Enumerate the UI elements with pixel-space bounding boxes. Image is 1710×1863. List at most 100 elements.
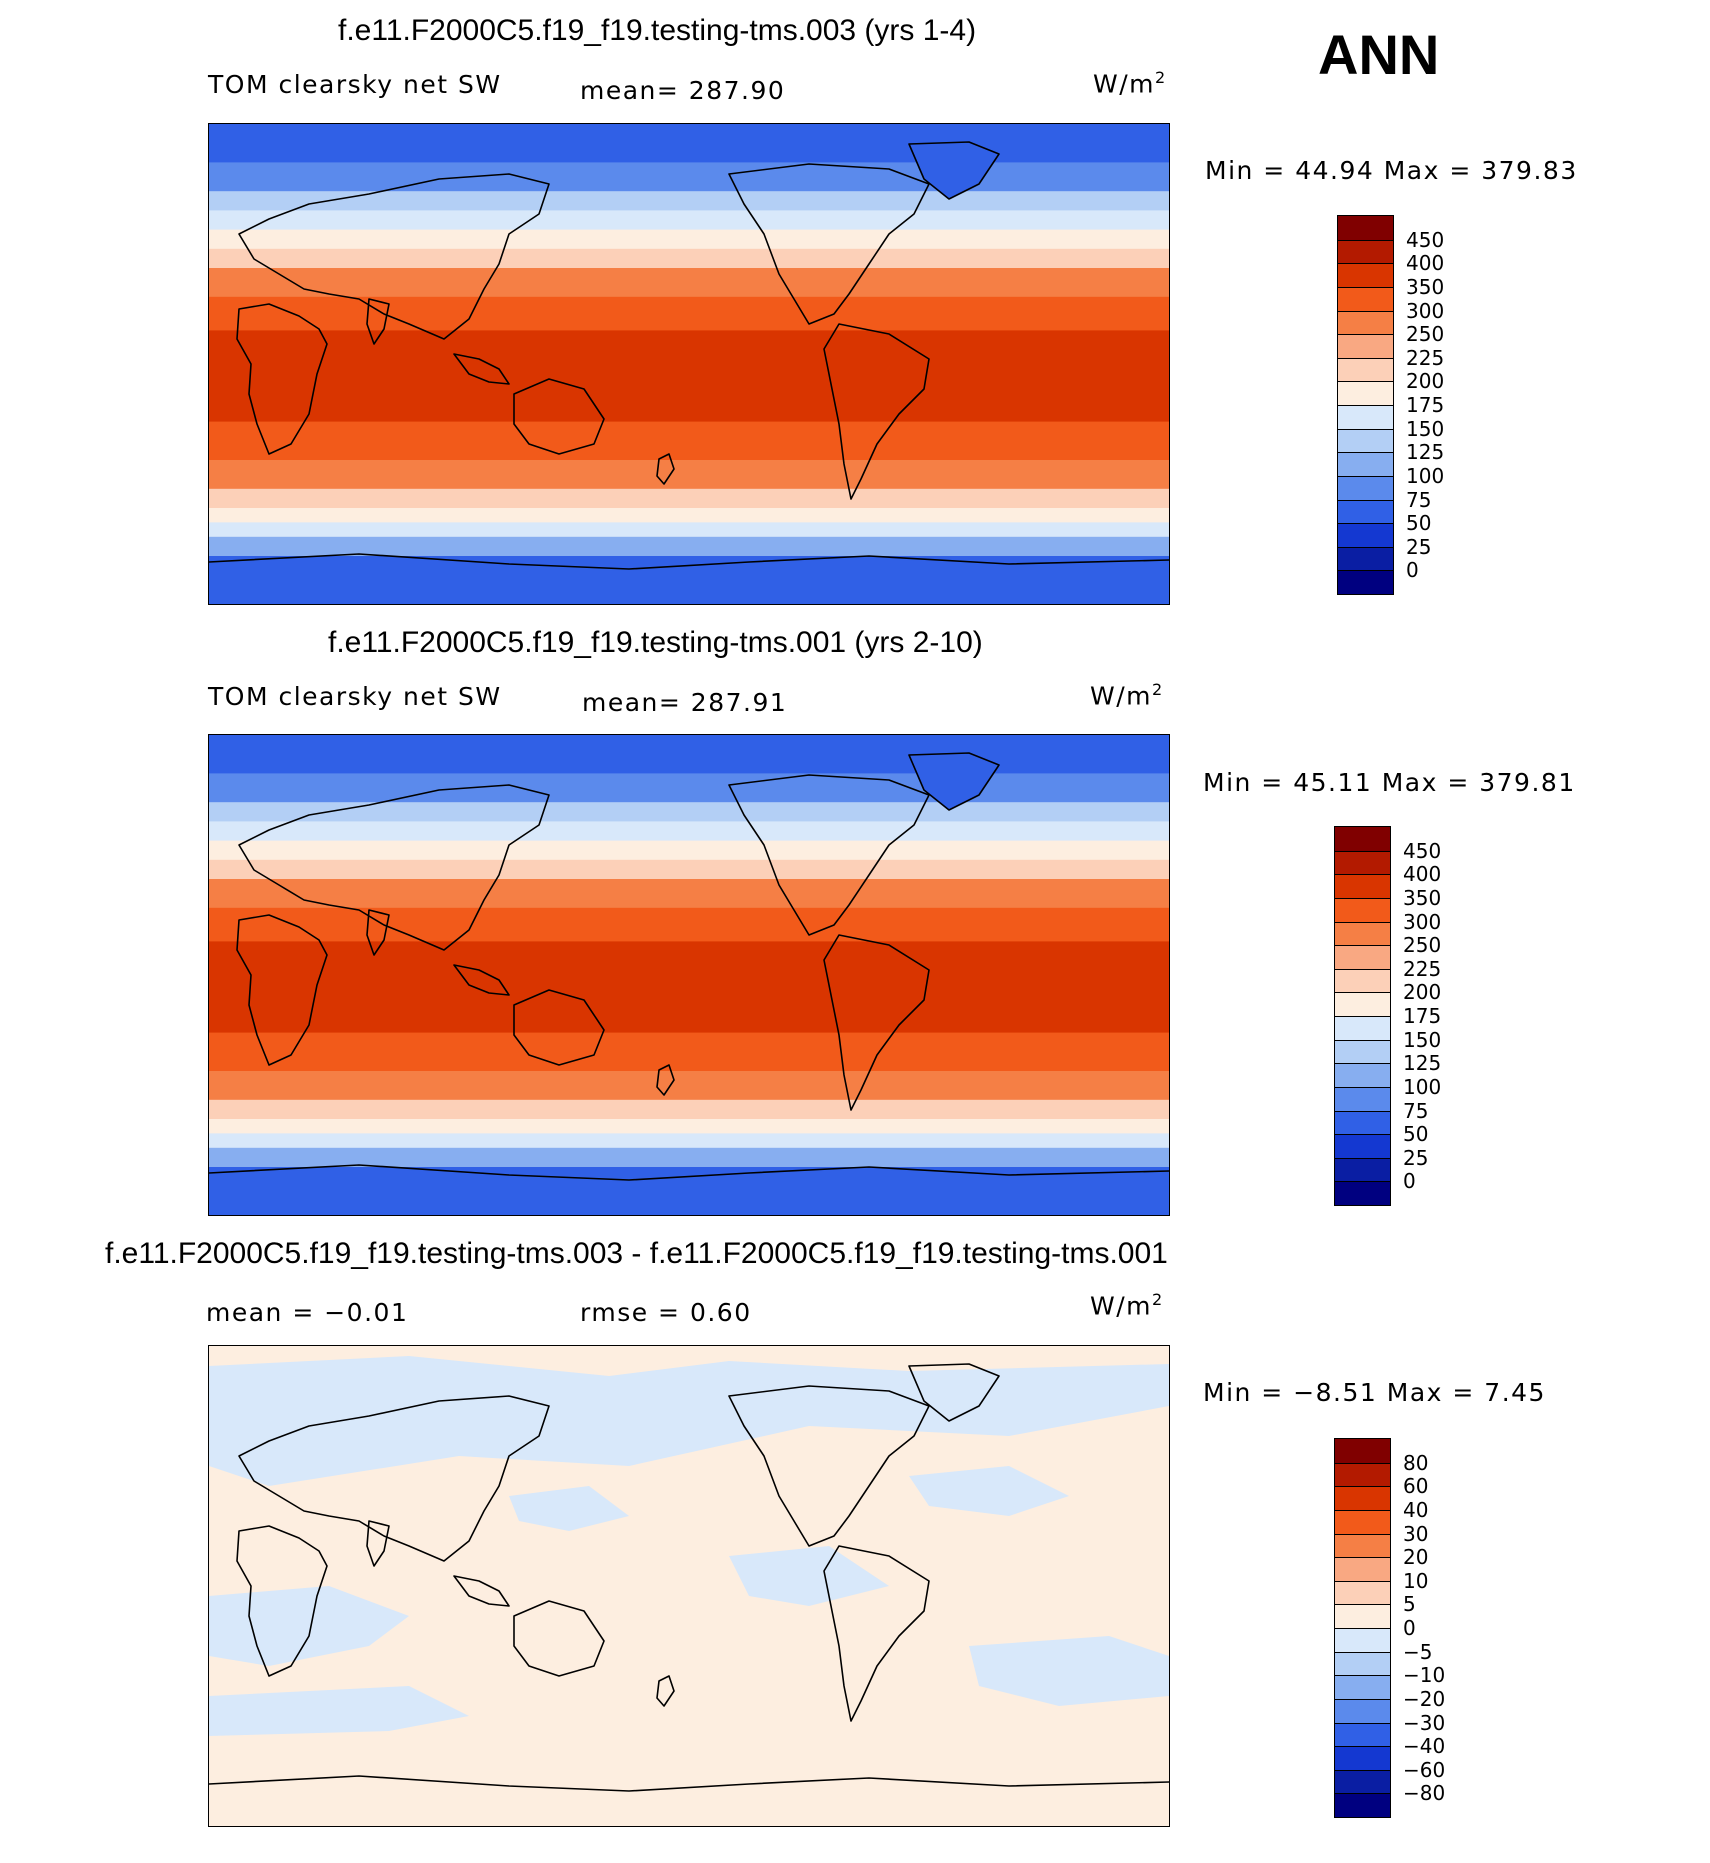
colorbar-tick-label: −10 <box>1403 1663 1446 1688</box>
contour-band <box>209 248 1169 269</box>
colorbar-tick-label: 150 <box>1406 416 1445 441</box>
coastline <box>908 141 1000 200</box>
colorbar-tick-label: 350 <box>1403 885 1442 910</box>
colorbar-tick-label: 25 <box>1403 1145 1429 1170</box>
colorbar-tick-label: −80 <box>1403 1781 1446 1806</box>
coastline <box>728 774 930 936</box>
contour-band <box>209 802 1169 823</box>
colorbar-tick-label: 40 <box>1403 1497 1429 1522</box>
contour-band <box>209 210 1169 231</box>
colorbar-tick-label: −60 <box>1403 1757 1446 1782</box>
colorbar-tick-label: 125 <box>1403 1051 1442 1076</box>
colorbar-swatch <box>1335 827 1390 851</box>
colorbar-swatch <box>1335 897 1390 922</box>
coastline <box>453 1575 510 1607</box>
case-title: f.e11.F2000C5.f19_f19.testing-tms.003 - … <box>105 1237 1168 1270</box>
colorbar-swatch <box>1338 357 1393 382</box>
coastline <box>823 323 930 500</box>
coastline <box>728 1385 930 1547</box>
colorbar-tick-label: 0 <box>1406 558 1419 583</box>
colorbar-swatch <box>1338 546 1393 571</box>
colorbar-swatch <box>1335 1698 1390 1723</box>
colorbar-swatch <box>1335 1769 1390 1794</box>
colorbar-tick-label: −20 <box>1403 1686 1446 1711</box>
colorbar: 450 400 350 300 250 225 200 175 150 125 100 75 50 25 0 <box>1334 826 1441 1206</box>
colorbar-tick-label: 10 <box>1403 1568 1429 1593</box>
colorbar-swatch <box>1335 1157 1390 1182</box>
colorbar-tick-label: 80 <box>1403 1450 1429 1475</box>
map-svg <box>209 1346 1169 1826</box>
variable-label: TOM clearsky net SW <box>208 682 502 711</box>
colorbar-tick-label: 250 <box>1403 933 1442 958</box>
contour-band <box>209 460 1169 490</box>
colorbar-swatch <box>1335 921 1390 946</box>
contour-band <box>209 1071 1169 1101</box>
colorbar-swatch <box>1335 945 1390 969</box>
contour-band <box>209 941 1169 1034</box>
contour-band <box>209 162 1169 193</box>
contour-band <box>209 330 1169 423</box>
season-label: ANN <box>1318 23 1440 86</box>
colorbar-tick-label: 150 <box>1403 1027 1442 1052</box>
mean-label: mean= 287.90 <box>580 76 786 105</box>
coastline <box>823 1545 930 1722</box>
colorbar-tick-label: 450 <box>1406 227 1445 252</box>
contour-band <box>209 488 1169 509</box>
colorbar-tick-label: 300 <box>1403 909 1442 934</box>
colorbar-swatch <box>1338 523 1393 547</box>
colorbar-tick-label: 400 <box>1403 862 1442 887</box>
colorbar-tick-label: 50 <box>1406 511 1432 536</box>
colorbar-tick-label: 50 <box>1403 1122 1429 1147</box>
contour-band <box>209 522 1169 538</box>
colorbar-tick-label: 20 <box>1403 1545 1429 1570</box>
colorbar-swatch <box>1335 1533 1390 1558</box>
contour-band <box>209 1686 469 1736</box>
minmax-label: Min = 45.11 Max = 379.81 <box>1203 768 1576 797</box>
colorbar-swatch <box>1335 1604 1390 1628</box>
contour-band <box>209 124 1169 164</box>
colorbar-tick-label: 25 <box>1406 534 1432 559</box>
contour-band <box>209 268 1169 298</box>
colorbar-swatch <box>1335 1086 1390 1111</box>
contour-band <box>969 1636 1169 1706</box>
coastline <box>209 1164 1169 1181</box>
case-title: f.e11.F2000C5.f19_f19.testing-tms.003 (y… <box>338 14 977 47</box>
contour-band <box>209 1119 1169 1135</box>
contour-band <box>209 421 1169 461</box>
contour-band <box>209 879 1169 909</box>
colorbar-swatch <box>1335 1110 1390 1135</box>
coastline <box>656 1675 675 1707</box>
colorbar-swatch <box>1335 1651 1390 1676</box>
coastline <box>238 784 550 951</box>
mean-label: mean= 287.91 <box>582 688 788 717</box>
coastline <box>236 1525 328 1677</box>
coastline <box>513 1600 605 1677</box>
colorbar-tick-label: 450 <box>1403 838 1442 863</box>
contour-band <box>209 1133 1169 1149</box>
colorbar-swatch <box>1338 334 1393 358</box>
coastline <box>656 1064 675 1096</box>
colorbar-swatch <box>1338 263 1393 287</box>
colorbar-tick-label: 100 <box>1406 463 1445 488</box>
contour-band <box>209 773 1169 804</box>
colorbar-swatch <box>1335 874 1390 898</box>
colorbar-swatch <box>1338 286 1393 311</box>
colorbar-tick-label: 175 <box>1403 1004 1442 1028</box>
colorbar-swatch <box>1338 452 1393 476</box>
coastline <box>728 163 930 325</box>
coastline <box>236 914 328 1066</box>
colorbar: 450 400 350 300 250 225 200 175 150 125 100 75 50 25 0 <box>1337 215 1444 595</box>
coastline <box>453 964 510 996</box>
contour-band <box>209 1356 1169 1486</box>
colorbar-tick-label: −40 <box>1403 1734 1446 1759</box>
colorbar-swatch <box>1335 1722 1390 1747</box>
contour-band <box>729 1546 889 1606</box>
map-plot <box>208 734 1170 1216</box>
coastline <box>908 1363 1000 1422</box>
colorbar-swatch <box>1335 1462 1390 1487</box>
map-plot <box>208 1345 1170 1827</box>
case-title: f.e11.F2000C5.f19_f19.testing-tms.001 (y… <box>328 626 983 659</box>
colorbar-swatch <box>1335 1580 1390 1605</box>
colorbar-tick-label: 350 <box>1406 274 1445 299</box>
variable-label: TOM clearsky net SW <box>208 70 502 99</box>
